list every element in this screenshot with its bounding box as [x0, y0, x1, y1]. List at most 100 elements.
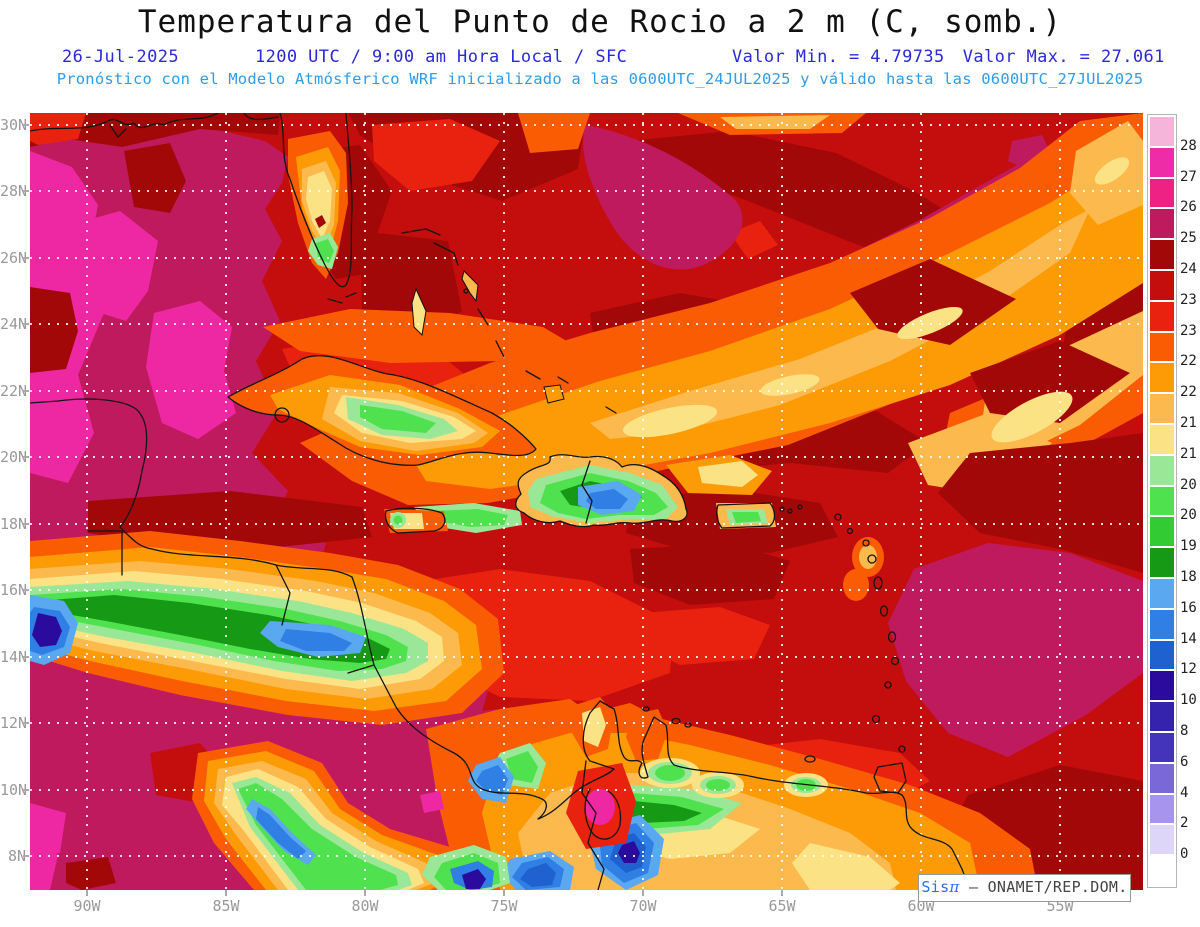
lat-tick-16N: [23, 589, 29, 591]
lat-label-22N: 22N: [0, 382, 28, 400]
colorbar-tick-21: 21: [1180, 445, 1197, 462]
colorbar-tick-21.5: 21.5: [1180, 415, 1200, 431]
lon-label-75W: 75W: [490, 897, 518, 915]
lat-label-28N: 28N: [0, 182, 28, 200]
lon-label-85W: 85W: [212, 897, 240, 915]
colorbar-tick-0: 0: [1180, 846, 1189, 863]
lon-tick-70W: [642, 890, 644, 896]
colorbar-segment-17: [1150, 640, 1174, 670]
forecast-line: Pronóstico con el Modelo Atmósferico WRF…: [56, 70, 1144, 88]
lon-tick-75W: [503, 890, 505, 896]
colorbar-tick-24.5: 24.5: [1180, 261, 1200, 277]
lat-label-24N: 24N: [0, 315, 28, 333]
lat-label-12N: 12N: [0, 714, 28, 732]
colorbar-segment-10: [1150, 424, 1174, 454]
lat-tick-10N: [23, 789, 29, 791]
lon-label-90W: 90W: [73, 897, 101, 915]
colorbar-segment-12: [1150, 486, 1174, 516]
colorbar-segment-2: [1150, 178, 1174, 208]
lat-tick-24N: [23, 323, 29, 325]
lat-tick-30N: [23, 124, 29, 126]
colorbar-segment-20: [1150, 732, 1174, 762]
colorbar-segment-6: [1150, 301, 1174, 331]
lat-label-10N: 10N: [0, 781, 28, 799]
lat-tick-26N: [23, 257, 29, 259]
value-max-label: Valor Max. = 27.061: [962, 47, 1165, 67]
lat-tick-8N: [23, 855, 29, 857]
field-minmax: Valor Min. = 4.79735 Valor Max. = 27.061: [732, 47, 1183, 67]
colorbar-segment-8: [1150, 363, 1174, 393]
lon-tick-90W: [86, 890, 88, 896]
lat-label-14N: 14N: [0, 648, 28, 666]
colorbar-segment-14: [1150, 548, 1174, 577]
colorbar-segment-16: [1150, 609, 1174, 639]
lat-tick-18N: [23, 523, 29, 525]
colorbar-tick-20: 20: [1180, 507, 1197, 524]
colorbar-segment-9: [1150, 394, 1174, 423]
lon-tick-65W: [781, 890, 783, 896]
colorbar-tick-4: 4: [1180, 784, 1189, 801]
colorbar-tick-26: 26: [1180, 199, 1197, 216]
colorbar-segment-15: [1150, 578, 1174, 608]
attribution-text: – ONAMET/REP.DOM.: [968, 878, 1128, 896]
colorbar-segment-24: [1150, 856, 1174, 885]
colorbar-tick-22: 22: [1180, 384, 1197, 401]
colorbar: [1147, 114, 1177, 888]
dewpoint-map-svg: [30, 113, 1143, 890]
lat-tick-12N: [23, 722, 29, 724]
colorbar-tick-10: 10: [1180, 692, 1197, 709]
lat-label-16N: 16N: [0, 581, 28, 599]
lon-label-80W: 80W: [351, 897, 379, 915]
colorbar-tick-6: 6: [1180, 753, 1189, 770]
lat-label-20N: 20N: [0, 448, 28, 466]
colorbar-segment-13: [1150, 517, 1174, 547]
lon-label-65W: 65W: [768, 897, 796, 915]
colorbar-segment-7: [1150, 332, 1174, 362]
lat-tick-22N: [23, 390, 29, 392]
colorbar-tick-27: 27: [1180, 168, 1197, 185]
lat-label-18N: 18N: [0, 515, 28, 533]
colorbar-tick-14: 14: [1180, 630, 1197, 647]
colorbar-tick-12: 12: [1180, 661, 1197, 678]
lat-label-8N: 8N: [7, 847, 26, 865]
colorbar-segment-19: [1150, 702, 1174, 731]
colorbar-segment-23: [1150, 825, 1174, 855]
lat-label-30N: 30N: [0, 116, 28, 134]
colorbar-tick-18: 18: [1180, 569, 1197, 585]
lon-label-70W: 70W: [629, 897, 657, 915]
colorbar-tick-22.5: 22.5: [1180, 353, 1200, 370]
lat-tick-14N: [23, 656, 29, 658]
colorbar-segment-3: [1150, 209, 1174, 239]
lon-tick-85W: [225, 890, 227, 896]
colorbar-segment-1: [1150, 147, 1174, 177]
colorbar-tick-2: 2: [1180, 815, 1189, 832]
colorbar-tick-16: 16: [1180, 599, 1197, 616]
dewpoint-field: [30, 113, 1143, 890]
colorbar-segment-11: [1150, 455, 1174, 485]
colorbar-segment-22: [1150, 794, 1174, 824]
colorbar-tick-19: 19: [1180, 538, 1197, 555]
colorbar-segment-4: [1150, 240, 1174, 269]
colorbar-tick-20.5: 20.5: [1180, 476, 1200, 493]
sispi-brand: Sis: [921, 878, 950, 896]
colorbar-segment-21: [1150, 763, 1174, 793]
colorbar-tick-23.5: 23.5: [1180, 291, 1200, 308]
colorbar-segment-0: [1150, 117, 1174, 146]
colorbar-tick-25: 25: [1180, 230, 1197, 247]
grid-lines: [30, 113, 1143, 890]
value-min-label: Valor Min. = 4.79735: [732, 47, 945, 67]
colorbar-tick-8: 8: [1180, 723, 1189, 739]
lat-tick-28N: [23, 190, 29, 192]
lat-tick-20N: [23, 456, 29, 458]
colorbar-tick-28: 28: [1180, 137, 1197, 154]
valid-date: 26-Jul-2025: [62, 47, 179, 67]
colorbar-segment-18: [1150, 671, 1174, 701]
valid-time: 1200 UTC / 9:00 am Hora Local / SFC: [255, 47, 628, 67]
lat-label-26N: 26N: [0, 249, 28, 267]
map-canvas: [30, 113, 1143, 890]
coastlines: [30, 113, 971, 890]
lon-tick-80W: [364, 890, 366, 896]
colorbar-segment-5: [1150, 270, 1174, 300]
colorbar-tick-23: 23: [1180, 322, 1197, 339]
